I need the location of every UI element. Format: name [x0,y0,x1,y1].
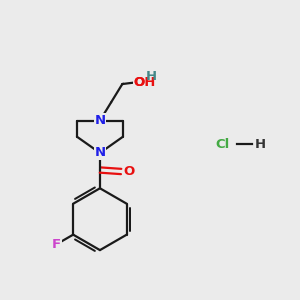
Text: OH: OH [134,76,156,89]
Text: H: H [255,138,266,151]
Text: H: H [145,70,156,83]
Text: Cl: Cl [215,138,229,151]
Text: F: F [52,238,61,251]
Bar [124,74,159,92]
Text: N: N [94,146,106,159]
Text: O: O [133,76,144,89]
Text: O: O [124,165,135,178]
Text: N: N [94,114,106,127]
